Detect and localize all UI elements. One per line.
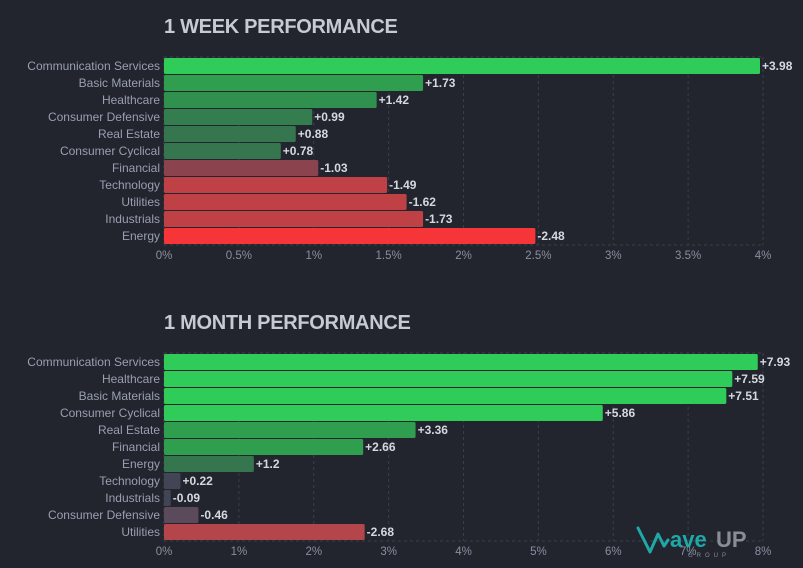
- bar: [164, 160, 319, 176]
- bar: [164, 422, 416, 438]
- logo-up-text: UP: [716, 527, 747, 552]
- logo-wave-text: ave: [670, 527, 707, 552]
- wave-logo-icon: ave UP GROUP: [636, 526, 747, 559]
- x-tick-label: 2%: [455, 250, 472, 262]
- bar: [164, 92, 377, 108]
- category-label: Utilities: [121, 195, 160, 209]
- x-tick-label: 4%: [455, 546, 472, 558]
- category-label: Utilities: [121, 525, 160, 539]
- value-label: -1.62: [409, 195, 437, 209]
- value-label: +1.73: [425, 76, 456, 90]
- bar: [164, 211, 424, 227]
- value-label: +7.93: [760, 355, 791, 369]
- x-tick-label: 1%: [231, 546, 248, 558]
- value-label: +0.22: [182, 474, 213, 488]
- value-label: +7.59: [734, 372, 765, 386]
- bar: [164, 58, 761, 74]
- value-label: -0.09: [173, 491, 201, 505]
- logo-sub-text: GROUP: [688, 553, 730, 559]
- x-tick-label: 3%: [605, 250, 622, 262]
- value-label: +7.51: [728, 389, 759, 403]
- category-label: Technology: [99, 178, 160, 192]
- category-label: Energy: [122, 229, 160, 243]
- category-label: Consumer Defensive: [48, 110, 160, 124]
- value-label: +3.98: [762, 59, 793, 73]
- category-label: Real Estate: [98, 127, 160, 141]
- bar: [164, 388, 727, 404]
- bar: [164, 371, 733, 387]
- month-chart: 0% 1% 2% 3% 4% 5% 6% 7% 8% Communication Services…: [27, 352, 791, 558]
- x-tick-label: 4%: [755, 250, 772, 262]
- value-label: -0.46: [200, 508, 228, 522]
- category-label: Communication Services: [27, 355, 160, 369]
- value-label: +1.42: [379, 93, 410, 107]
- value-label: -1.49: [389, 178, 417, 192]
- value-label: -2.68: [367, 525, 395, 539]
- bar: [164, 456, 254, 472]
- value-label: +0.78: [283, 144, 314, 158]
- x-tick-label: 1.5%: [376, 250, 402, 262]
- bar: [164, 439, 364, 455]
- category-label: Financial: [112, 440, 160, 454]
- value-label: -2.48: [537, 229, 565, 243]
- category-label: Real Estate: [98, 423, 160, 437]
- value-label: +0.99: [314, 110, 345, 124]
- category-label: Industrials: [105, 491, 160, 505]
- value-label: +1.2: [256, 457, 280, 471]
- value-label: +2.66: [365, 440, 396, 454]
- bar: [164, 177, 388, 193]
- value-label: -1.03: [320, 161, 348, 175]
- x-tick-label: 8%: [755, 546, 772, 558]
- category-label: Consumer Defensive: [48, 508, 160, 522]
- bar: [164, 194, 407, 210]
- month-chart-title: 1 MONTH PERFORMANCE: [164, 312, 411, 334]
- value-label: +5.86: [605, 406, 636, 420]
- week-chart-title: 1 WEEK PERFORMANCE: [164, 16, 398, 38]
- category-label: Energy: [122, 457, 160, 471]
- bar: [164, 126, 296, 142]
- x-tick-label: 0%: [156, 250, 173, 262]
- bar: [164, 228, 536, 244]
- x-tick-label: 6%: [605, 546, 622, 558]
- value-label: -1.73: [425, 212, 453, 226]
- bar: [164, 507, 199, 523]
- x-tick-label: 1%: [305, 250, 322, 262]
- bar: [164, 473, 181, 489]
- bar: [164, 75, 424, 91]
- value-label: +3.36: [418, 423, 449, 437]
- x-tick-label: 0%: [156, 546, 173, 558]
- category-label: Basic Materials: [79, 389, 160, 403]
- bar: [164, 109, 313, 125]
- bar: [164, 143, 281, 159]
- x-tick-label: 2%: [305, 546, 322, 558]
- waveup-logo: ave UP GROUP: [636, 520, 776, 560]
- x-tick-label: 0.5%: [226, 250, 252, 262]
- x-tick-label: 3%: [380, 546, 397, 558]
- category-label: Communication Services: [27, 59, 160, 73]
- x-tick-label: 5%: [530, 546, 547, 558]
- bar: [164, 405, 603, 421]
- category-label: Consumer Cyclical: [60, 144, 160, 158]
- category-label: Healthcare: [102, 93, 160, 107]
- x-tick-label: 7%: [680, 546, 697, 558]
- bar: [164, 354, 758, 370]
- category-label: Industrials: [105, 212, 160, 226]
- x-tick-label: 2.5%: [525, 250, 551, 262]
- bar: [164, 524, 365, 540]
- category-label: Consumer Cyclical: [60, 406, 160, 420]
- category-label: Technology: [99, 474, 160, 488]
- x-tick-label: 3.5%: [675, 250, 701, 262]
- category-label: Healthcare: [102, 372, 160, 386]
- category-label: Basic Materials: [79, 76, 160, 90]
- value-label: +0.88: [298, 127, 329, 141]
- week-chart: 0% 0.5% 1% 1.5% 2% 2.5% 3% 3.5% 4% Communication …: [27, 56, 793, 262]
- bar: [164, 490, 171, 506]
- category-label: Financial: [112, 161, 160, 175]
